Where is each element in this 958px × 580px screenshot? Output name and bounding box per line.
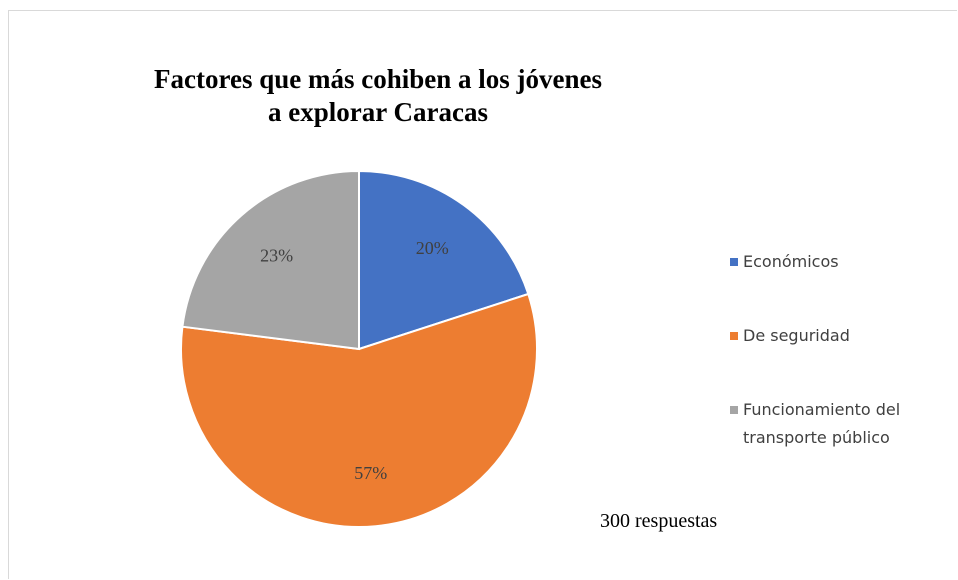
pie-slice <box>181 169 360 351</box>
value-label: 57% <box>354 463 387 483</box>
legend-swatch <box>730 332 738 340</box>
value-label: 20% <box>416 238 449 258</box>
legend-item: Económicos <box>730 248 940 276</box>
annotation: 300 respuestas <box>600 510 717 532</box>
legend-label: De seguridad <box>743 326 850 345</box>
legend-item: Funcionamiento del transporte público <box>730 396 940 452</box>
chart-title: Factores que más cohiben a los jóvenes <box>154 64 602 94</box>
pie-slice <box>358 169 530 351</box>
legend-label: Funcionamiento del transporte público <box>743 400 901 447</box>
legend-item: De seguridad <box>730 322 940 350</box>
legend-swatch <box>730 258 738 266</box>
pie-slice <box>180 292 538 528</box>
value-label: 23% <box>260 246 293 266</box>
legend-label: Económicos <box>743 252 839 271</box>
legend-swatch <box>730 406 738 414</box>
chart-title: a explorar Caracas <box>268 97 488 127</box>
chart-frame <box>8 10 957 579</box>
